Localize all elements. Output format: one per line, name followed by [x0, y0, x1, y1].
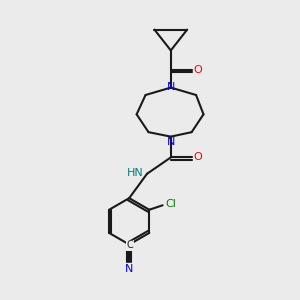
Text: C: C [126, 240, 133, 250]
Text: O: O [193, 152, 202, 162]
Text: N: N [167, 82, 175, 92]
Text: Cl: Cl [165, 199, 176, 209]
Text: N: N [125, 264, 134, 274]
Text: O: O [193, 65, 202, 75]
Text: N: N [167, 137, 175, 147]
Text: HN: HN [128, 168, 144, 178]
